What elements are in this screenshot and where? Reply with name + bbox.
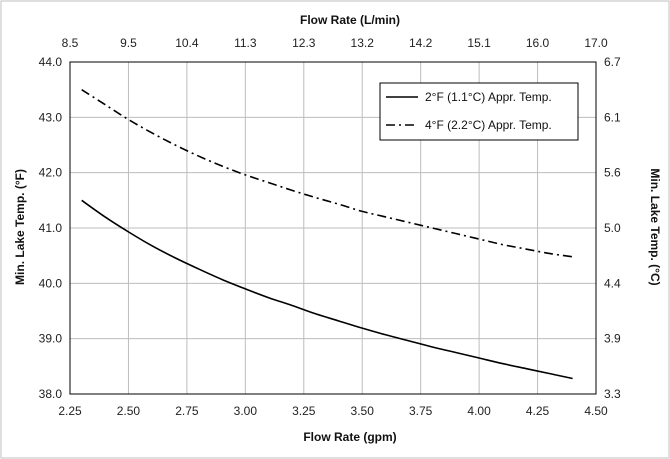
x2-tick-label: 8.5 (62, 36, 79, 50)
y2-tick-label: 6.1 (604, 110, 621, 124)
x-tick-label: 4.50 (584, 404, 608, 418)
x2-tick-label: 12.3 (292, 36, 316, 50)
y2-axis-title: Min. Lake Temp. (°C) (648, 168, 662, 285)
y-tick-label: 39.0 (39, 332, 63, 346)
series (81, 88, 573, 380)
x-tick-label: 2.25 (58, 404, 82, 418)
x-tick-label: 4.25 (526, 404, 550, 418)
y2-tick-label: 4.4 (604, 276, 621, 290)
x-tick-label: 3.00 (234, 404, 258, 418)
y2-tick-label: 5.6 (604, 166, 621, 180)
legend-label-2: 4°F (2.2°C) Appr. Temp. (425, 118, 552, 132)
legend-label-1: 2°F (1.1°C) Appr. Temp. (425, 90, 552, 104)
y-axis-title: Min. Lake Temp. (°F) (13, 169, 27, 285)
series-line-2 (81, 88, 573, 258)
y-tick-label: 41.0 (39, 221, 63, 235)
x-axis-title: Flow Rate (gpm) (303, 430, 396, 444)
x-tick-label: 3.50 (351, 404, 375, 418)
y-tick-label: 43.0 (39, 110, 63, 124)
x2-tick-label: 13.2 (351, 36, 375, 50)
y2-tick-label: 3.9 (604, 332, 621, 346)
axis-ticks: 2.25 8.5 2.50 9.5 2.75 10.4 3.00 11.3 3.25 12.3 3.… (39, 36, 621, 418)
x2-tick-label: 11.3 (234, 36, 257, 50)
x-tick-label: 3.75 (409, 404, 433, 418)
y2-tick-label: 6.7 (604, 55, 621, 69)
y-tick-label: 40.0 (39, 276, 63, 290)
x2-axis-title: Flow Rate (L/min) (300, 13, 400, 27)
y-tick-label: 38.0 (39, 387, 63, 401)
y-tick-label: 42.0 (39, 166, 63, 180)
x-tick-label: 3.25 (292, 404, 316, 418)
x2-tick-label: 17.0 (584, 36, 608, 50)
y2-tick-label: 5.0 (604, 221, 621, 235)
legend: 2°F (1.1°C) Appr. Temp. 4°F (2.2°C) Appr.… (379, 82, 579, 141)
x2-tick-label: 10.4 (175, 36, 199, 50)
x2-tick-label: 15.1 (467, 36, 491, 50)
legend-box (379, 82, 579, 141)
x-tick-label: 4.00 (467, 404, 491, 418)
x2-tick-label: 16.0 (526, 36, 550, 50)
series-line-1 (81, 199, 573, 380)
x2-tick-label: 14.2 (409, 36, 433, 50)
y2-tick-label: 3.3 (604, 387, 621, 401)
y-tick-label: 44.0 (39, 55, 63, 69)
x-tick-label: 2.50 (117, 404, 141, 418)
x-tick-label: 2.75 (175, 404, 199, 418)
x2-tick-label: 9.5 (120, 36, 137, 50)
plot-area (69, 61, 597, 395)
